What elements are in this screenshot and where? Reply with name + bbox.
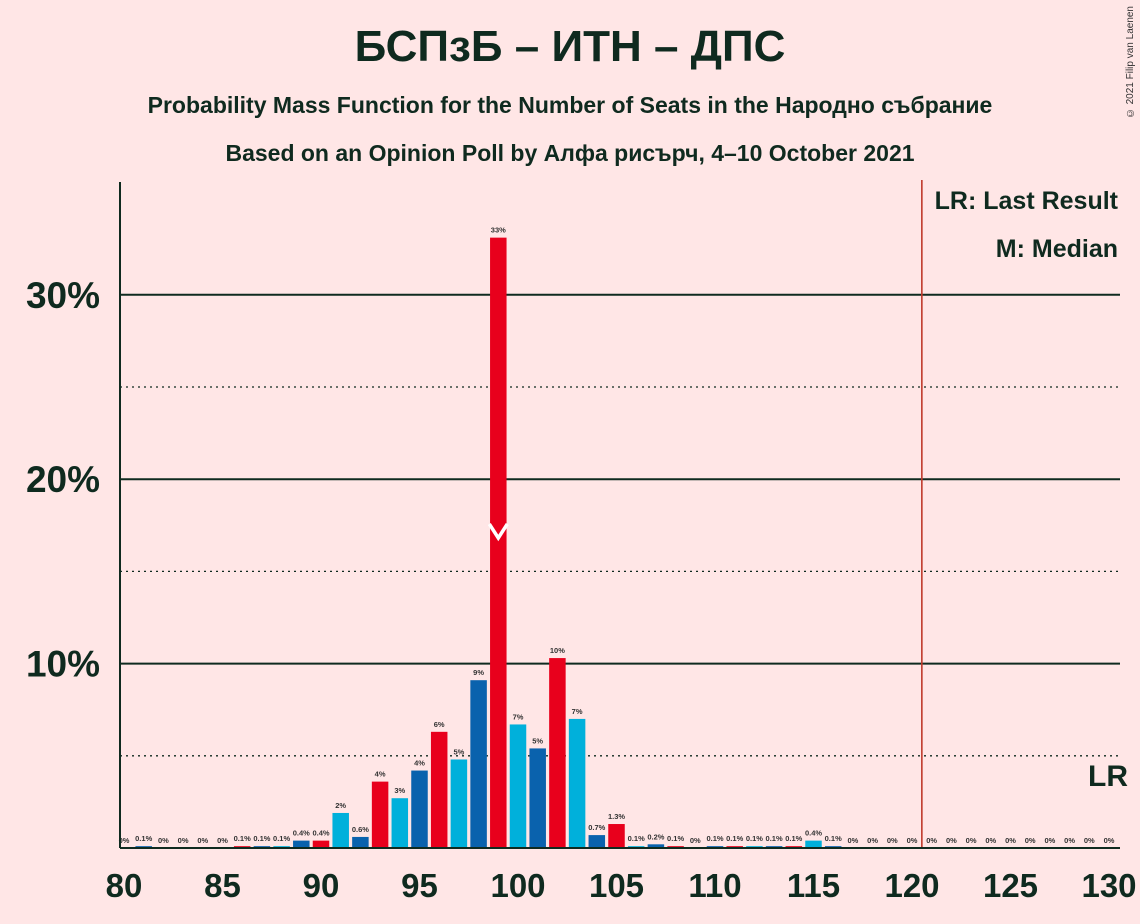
data-label-94: 3% bbox=[394, 786, 405, 795]
legend-median: M: Median bbox=[996, 235, 1118, 263]
bar-data-labels: 0% 0.1% 0% 0% 0% 0% 0.1% 0.1% 0.1%0.4% 0.4%2%0.6%… bbox=[119, 226, 1115, 845]
data-label-122: 0% bbox=[946, 836, 957, 845]
bar-115 bbox=[805, 840, 822, 848]
data-label-104: 0.7% bbox=[588, 823, 605, 832]
median-marker bbox=[487, 523, 509, 542]
data-label-128: 0% bbox=[1064, 836, 1075, 845]
data-label-118: 0% bbox=[867, 836, 878, 845]
chart-subtitle-source: Based on an Opinion Poll by Алфа рисърч,… bbox=[225, 140, 915, 166]
last-result-marker-label: LR bbox=[1088, 760, 1128, 793]
data-label-101: 5% bbox=[532, 736, 543, 745]
data-label-90: 0.4% bbox=[312, 829, 329, 838]
data-label-93: 4% bbox=[375, 770, 386, 779]
data-label-105: 1.3% bbox=[608, 812, 625, 821]
data-label-83: 0% bbox=[178, 836, 189, 845]
data-label-81: 0.1% bbox=[135, 834, 152, 843]
y-tick-label: 10% bbox=[26, 644, 100, 685]
legend-last-result: LR: Last Result bbox=[935, 187, 1119, 215]
x-tick-label: 95 bbox=[401, 867, 438, 904]
bar-105 bbox=[608, 824, 625, 848]
data-label-97: 5% bbox=[453, 747, 464, 756]
bar-91 bbox=[332, 812, 349, 848]
data-label-85: 0% bbox=[217, 836, 228, 845]
data-label-123: 0% bbox=[966, 836, 977, 845]
data-label-88: 0.1% bbox=[273, 834, 290, 843]
bar-92 bbox=[352, 836, 369, 848]
data-label-114: 0.1% bbox=[785, 834, 802, 843]
bar-102 bbox=[549, 658, 566, 848]
x-tick-label: 125 bbox=[983, 867, 1038, 904]
data-label-120: 0% bbox=[907, 836, 918, 845]
data-label-126: 0% bbox=[1025, 836, 1036, 845]
data-label-95: 4% bbox=[414, 759, 425, 768]
bar-99 bbox=[490, 237, 507, 849]
x-tick-label: 105 bbox=[589, 867, 644, 904]
data-label-119: 0% bbox=[887, 836, 898, 845]
y-tick-label: 20% bbox=[26, 459, 100, 500]
bar-103 bbox=[568, 718, 586, 848]
bar-104 bbox=[588, 835, 606, 848]
x-tick-label: 110 bbox=[688, 867, 741, 904]
data-label-102: 10% bbox=[550, 646, 565, 655]
bar-101 bbox=[529, 748, 546, 848]
data-label-98: 9% bbox=[473, 668, 484, 677]
data-label-86: 0.1% bbox=[234, 834, 251, 843]
data-label-96: 6% bbox=[434, 720, 445, 729]
data-label-111: 0.1% bbox=[726, 834, 743, 843]
data-label-124: 0% bbox=[985, 836, 996, 845]
bar-series bbox=[135, 237, 842, 849]
data-label-115: 0.4% bbox=[805, 829, 822, 838]
data-label-99: 33% bbox=[491, 226, 506, 235]
x-tick-label: 85 bbox=[204, 867, 241, 904]
bar-100 bbox=[509, 724, 527, 848]
x-tick-label: 90 bbox=[303, 867, 340, 904]
bar-107 bbox=[647, 844, 665, 848]
x-tick-label: 80 bbox=[106, 867, 143, 904]
bar-94 bbox=[391, 798, 409, 848]
data-label-108: 0.1% bbox=[667, 834, 684, 843]
bar-98 bbox=[470, 680, 487, 848]
data-label-91: 2% bbox=[335, 801, 346, 810]
bar-89 bbox=[293, 840, 310, 848]
data-label-125: 0% bbox=[1005, 836, 1016, 845]
axes: 10% 20% 30% 80 85 90 95 100 105 110 115 120 125 130 bbox=[26, 182, 1137, 904]
x-tick-label: 100 bbox=[490, 867, 545, 904]
data-label-130: 0% bbox=[1104, 836, 1115, 845]
data-label-127: 0% bbox=[1044, 836, 1055, 845]
data-label-107: 0.2% bbox=[647, 832, 664, 841]
y-tick-label: 30% bbox=[26, 275, 100, 316]
data-label-106: 0.1% bbox=[628, 834, 645, 843]
bar-90 bbox=[312, 840, 330, 848]
bar-97 bbox=[450, 759, 468, 848]
data-label-100: 7% bbox=[513, 712, 524, 721]
bar-93 bbox=[371, 781, 389, 848]
x-tick-label: 115 bbox=[787, 867, 840, 904]
data-label-112: 0.1% bbox=[746, 834, 763, 843]
chart-subtitle-method: Probability Mass Function for the Number… bbox=[147, 92, 993, 118]
x-tick-label: 120 bbox=[884, 867, 939, 904]
data-label-113: 0.1% bbox=[766, 834, 783, 843]
bar-96 bbox=[430, 731, 448, 848]
data-label-129: 0% bbox=[1084, 836, 1095, 845]
bar-95 bbox=[411, 770, 428, 848]
data-label-92: 0.6% bbox=[352, 825, 369, 834]
data-label-80: 0% bbox=[119, 836, 130, 845]
data-label-82: 0% bbox=[158, 836, 169, 845]
chart-title: БСПзБ – ИТН – ДПС bbox=[354, 22, 786, 71]
data-label-84: 0% bbox=[197, 836, 208, 845]
data-label-121: 0% bbox=[926, 836, 937, 845]
data-label-110: 0.1% bbox=[706, 834, 723, 843]
data-label-87: 0.1% bbox=[253, 834, 270, 843]
x-tick-label: 130 bbox=[1081, 867, 1136, 904]
data-label-89: 0.4% bbox=[293, 829, 310, 838]
data-label-103: 7% bbox=[572, 707, 583, 716]
data-label-116: 0.1% bbox=[825, 834, 842, 843]
data-label-117: 0% bbox=[847, 836, 858, 845]
data-label-109: 0% bbox=[690, 836, 701, 845]
gridlines bbox=[120, 180, 1120, 848]
